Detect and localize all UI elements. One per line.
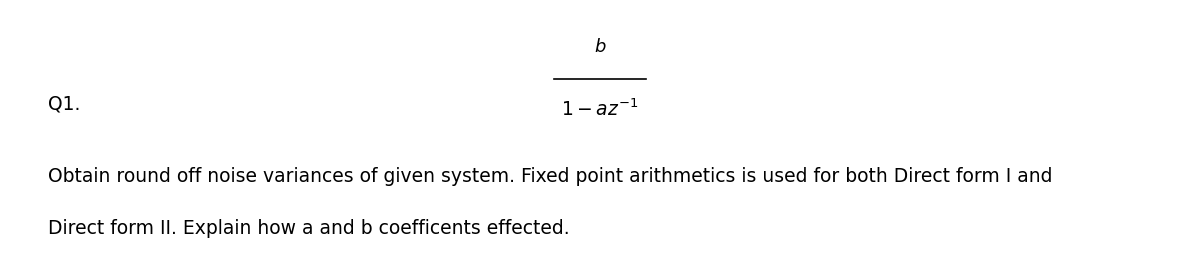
Text: $b$: $b$ xyxy=(594,38,606,56)
Text: Direct form II. Explain how a and b coefficents effected.: Direct form II. Explain how a and b coef… xyxy=(48,219,570,238)
Text: $1-az^{-1}$: $1-az^{-1}$ xyxy=(562,99,638,120)
Text: Q1.: Q1. xyxy=(48,94,80,114)
Text: Obtain round off noise variances of given system. Fixed point arithmetics is use: Obtain round off noise variances of give… xyxy=(48,167,1052,186)
